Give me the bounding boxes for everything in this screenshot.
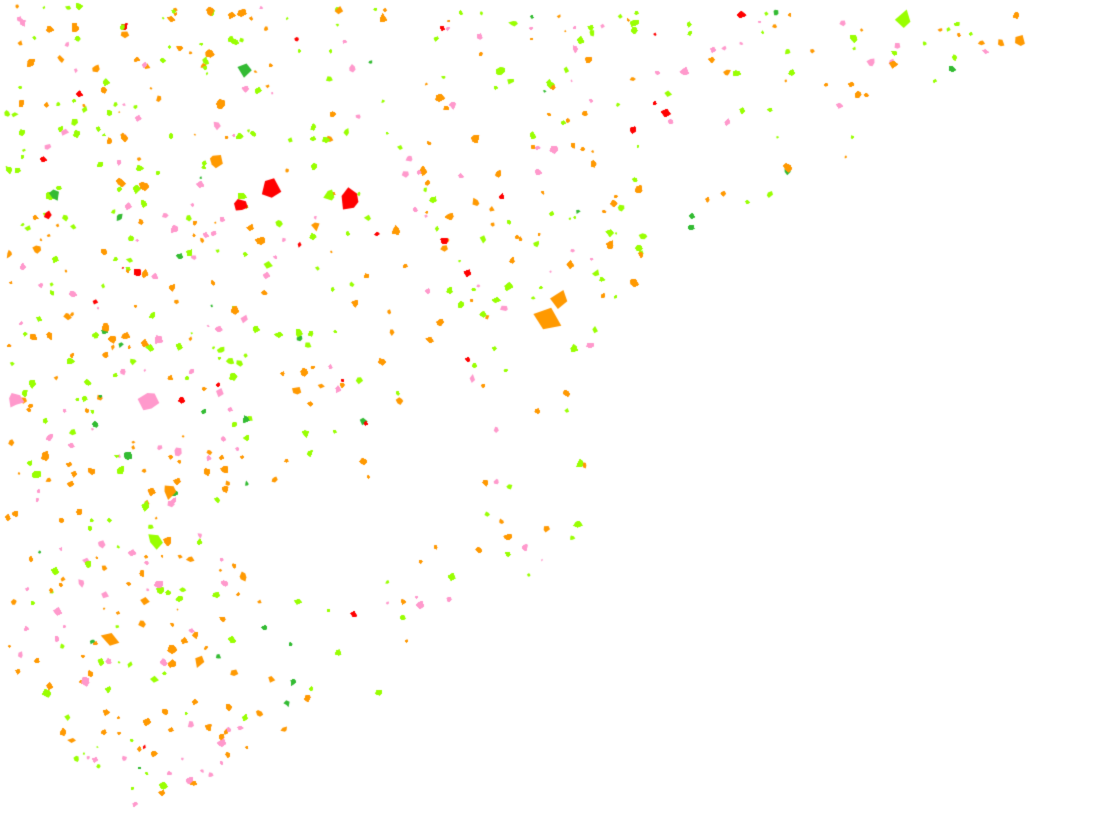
land-use-parcel-map — [0, 0, 1093, 828]
